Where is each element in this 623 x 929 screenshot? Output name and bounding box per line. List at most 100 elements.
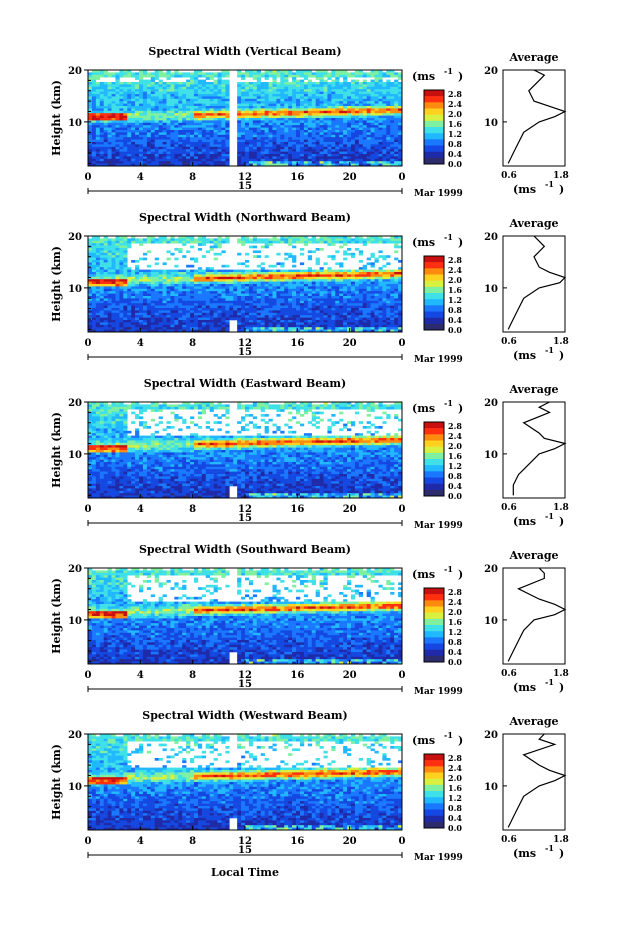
heat-cell: [292, 142, 297, 145]
heat-cell: [370, 146, 375, 150]
heat-cell: [119, 91, 124, 95]
heat-cell: [150, 154, 156, 157]
heat-cell: [307, 125, 313, 128]
heat-cell: [362, 101, 367, 104]
heat-cell: [115, 91, 120, 95]
heat-cell: [88, 238, 93, 242]
heat-cell: [292, 300, 297, 304]
heat-cell: [276, 252, 281, 256]
heat-cell: [299, 101, 305, 104]
heat-cell: [197, 82, 203, 85]
heat-cell: [311, 298, 316, 302]
heat-cell: [150, 296, 156, 299]
heat-cell: [382, 274, 387, 278]
heat-cell: [323, 274, 328, 278]
heat-cell: [335, 118, 340, 121]
heat-cell: [174, 113, 179, 116]
heat-cell: [95, 103, 101, 107]
heat-cell: [327, 98, 332, 102]
heat-cell: [237, 72, 242, 76]
heat-cell: [115, 139, 120, 143]
heat-cell: [382, 91, 387, 95]
heat-cell: [299, 72, 305, 76]
heat-cell: [241, 115, 246, 119]
heat-cell: [205, 130, 210, 133]
heat-cell: [107, 274, 112, 278]
avg-y-tick-label: 20: [484, 66, 498, 77]
heat-cell: [327, 89, 332, 92]
heat-cell: [123, 127, 128, 131]
heat-cell: [350, 82, 356, 85]
heat-cell: [382, 98, 387, 102]
heat-cell: [292, 106, 297, 109]
heat-cell: [178, 269, 183, 273]
heat-cell: [307, 82, 313, 85]
heat-cell: [107, 240, 112, 244]
heat-cell: [190, 142, 195, 145]
heat-cell: [331, 274, 336, 278]
heat-cell: [256, 115, 261, 119]
heat-cell: [315, 72, 320, 76]
heat-cell: [95, 296, 101, 299]
panel-title: Spectral Width (Vertical Beam): [148, 45, 341, 58]
heat-cell: [374, 72, 379, 76]
heat-cell: [103, 284, 108, 287]
heat-cell: [256, 305, 261, 309]
heat-cell: [268, 288, 273, 292]
heat-cell: [272, 236, 277, 239]
heat-cell: [398, 305, 403, 309]
heat-cell: [256, 118, 261, 121]
heat-cell: [237, 310, 242, 314]
heat-cell: [174, 151, 179, 155]
heat-cell: [378, 77, 383, 80]
heat-cell: [252, 310, 258, 314]
heat-cell: [276, 125, 281, 128]
heat-cell: [91, 267, 97, 270]
heat-cell: [284, 130, 289, 133]
heat-cell: [166, 298, 171, 302]
heat-cell: [343, 161, 348, 164]
heat-cell: [127, 82, 132, 85]
heat-cell: [256, 120, 261, 124]
heat-cell: [197, 243, 203, 246]
heat-cell: [323, 303, 328, 306]
heat-cell: [131, 156, 136, 160]
heat-cell: [190, 96, 195, 100]
heat-cell: [178, 134, 183, 138]
heat-cell: [248, 101, 254, 104]
heat-cell: [139, 113, 144, 116]
heat-cell: [386, 288, 391, 292]
heat-cell: [162, 84, 167, 88]
heat-cell: [311, 127, 316, 131]
heat-cell: [190, 276, 195, 280]
heat-cell: [182, 303, 187, 306]
heat-cell: [131, 300, 136, 304]
heat-cell: [115, 264, 120, 268]
heat-cell: [335, 284, 340, 287]
heat-cell: [245, 89, 250, 92]
heat-cell: [398, 149, 403, 152]
heat-cell: [142, 298, 148, 302]
heat-cell: [197, 288, 203, 292]
heat-cell: [319, 279, 324, 282]
heat-cell: [166, 291, 171, 294]
heat-cell: [205, 84, 210, 88]
heat-cell: [248, 89, 254, 92]
heat-cell: [115, 250, 120, 254]
heat-cell: [362, 303, 367, 306]
heat-cell: [174, 284, 179, 287]
heat-cell: [197, 238, 203, 242]
heat-cell: [131, 269, 136, 273]
heat-cell: [335, 120, 340, 124]
heat-cell: [209, 163, 214, 167]
heat-cell: [135, 101, 140, 104]
heat-cell: [209, 130, 214, 133]
heat-cell: [307, 240, 313, 244]
heat-cell: [331, 276, 336, 280]
heat-cell: [354, 101, 360, 104]
heat-cell: [343, 132, 348, 136]
heat-cell: [146, 118, 152, 121]
heat-cell: [252, 296, 258, 299]
heat-cell: [398, 101, 403, 104]
heat-cell: [186, 154, 191, 157]
